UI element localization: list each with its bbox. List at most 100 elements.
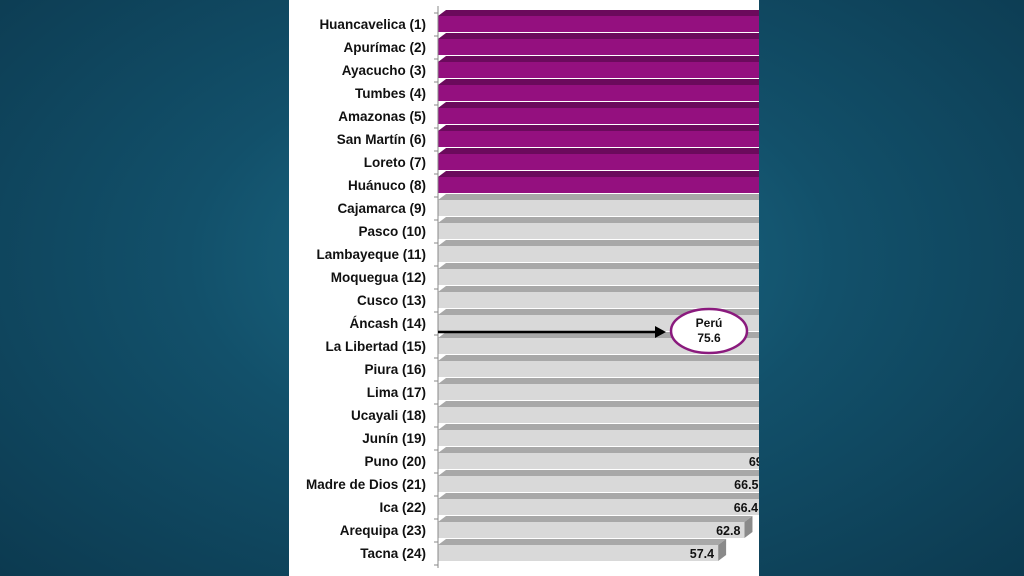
bar-top-face <box>438 10 759 16</box>
bars <box>438 10 759 561</box>
value-labels: 94.391.088.886.786.785.283.482.582.282.1… <box>690 455 759 561</box>
bar <box>438 79 759 101</box>
bar <box>438 171 759 193</box>
category-label: Loreto (7) <box>364 155 426 170</box>
bar <box>438 516 753 538</box>
category-label: Huancavelica (1) <box>319 17 426 32</box>
reference-marker: Perú 75.6 <box>438 307 749 355</box>
bar-top-face <box>438 401 759 407</box>
bar-top-face <box>438 33 759 39</box>
category-label: Tumbes (4) <box>355 86 426 101</box>
category-label: Ica (22) <box>379 500 426 515</box>
category-label: La Libertad (15) <box>325 339 426 354</box>
value-label: 66.5 <box>734 478 758 492</box>
bar-top-face <box>438 102 759 108</box>
bar-front-face <box>438 223 759 239</box>
bar-front-face <box>438 292 759 308</box>
category-label: Áncash (14) <box>349 316 426 331</box>
axis <box>434 6 439 568</box>
category-label: Moquegua (12) <box>331 270 426 285</box>
bar-top-face <box>438 148 759 154</box>
category-labels: Huancavelica (1) Apurímac (2) Ayacucho (3)… <box>306 17 426 561</box>
bar-front-face <box>438 200 759 216</box>
bar-front-face <box>438 108 759 124</box>
bar-front-face <box>438 177 759 193</box>
bar-top-face <box>438 217 759 223</box>
bar <box>438 56 759 78</box>
category-label: Amazonas (5) <box>338 109 426 124</box>
bar-front-face <box>438 545 719 561</box>
bar-top-face <box>438 125 759 131</box>
bar-front-face <box>438 39 759 55</box>
reference-value: 75.6 <box>697 331 721 345</box>
bar <box>438 286 759 308</box>
category-label: Pasco (10) <box>358 224 426 239</box>
reference-label: Perú 75.6 <box>696 316 723 345</box>
category-label: Ucayali (18) <box>351 408 426 423</box>
bar-top-face <box>438 355 759 361</box>
category-label: Lima (17) <box>367 385 426 400</box>
bar <box>438 194 759 216</box>
bar <box>438 470 759 492</box>
category-label: Piura (16) <box>364 362 426 377</box>
category-label: Junín (19) <box>362 431 426 446</box>
bar <box>438 102 759 124</box>
bar-top-face <box>438 286 759 292</box>
bar <box>438 424 759 446</box>
bar <box>438 10 759 32</box>
category-label: Apurímac (2) <box>343 40 426 55</box>
reference-arrow-head <box>655 326 666 338</box>
category-label: Huánuco (8) <box>348 178 426 193</box>
bar-front-face <box>438 154 759 170</box>
bar-front-face <box>438 269 759 285</box>
bar-top-face <box>438 240 759 246</box>
reference-name: Perú <box>696 316 723 330</box>
bar <box>438 401 759 423</box>
bar-chart: Huancavelica (1) Apurímac (2) Ayacucho (3)… <box>306 6 759 568</box>
bar <box>438 263 759 285</box>
bar-side-face <box>718 539 727 561</box>
bar-front-face <box>438 430 759 446</box>
bar <box>438 447 759 469</box>
category-label: San Martín (6) <box>337 132 426 147</box>
bar <box>438 493 759 515</box>
reference-ellipse <box>669 307 749 355</box>
bar <box>438 125 759 147</box>
bar <box>438 355 759 377</box>
bar-top-face <box>438 378 759 384</box>
category-label: Tacna (24) <box>360 546 426 561</box>
bar-top-face <box>438 516 753 522</box>
bar-top-face <box>438 56 759 62</box>
category-label: Cajamarca (9) <box>337 201 426 216</box>
bar-top-face <box>438 470 759 476</box>
value-label: 57.4 <box>690 547 714 561</box>
bar <box>438 217 759 239</box>
bar-front-face <box>438 85 759 101</box>
category-label: Arequipa (23) <box>340 523 426 538</box>
bar-top-face <box>438 79 759 85</box>
bar-front-face <box>438 499 759 515</box>
bar-front-face <box>438 361 759 377</box>
category-label: Puno (20) <box>364 454 426 469</box>
bar-top-face <box>438 447 759 453</box>
bar-front-face <box>438 476 759 492</box>
bar-top-face <box>438 424 759 430</box>
category-label: Lambayeque (11) <box>316 247 426 262</box>
bar-front-face <box>438 246 759 262</box>
bar <box>438 33 759 55</box>
category-label: Madre de Dios (21) <box>306 477 426 492</box>
bar-front-face <box>438 131 759 147</box>
bar-side-face <box>744 516 753 538</box>
bar <box>438 148 759 170</box>
value-label: 66.4 <box>734 501 758 515</box>
category-label: Ayacucho (3) <box>342 63 426 78</box>
bar-top-face <box>438 493 759 499</box>
bar <box>438 539 727 561</box>
bar-top-face <box>438 171 759 177</box>
bar-front-face <box>438 62 759 78</box>
category-label: Cusco (13) <box>357 293 426 308</box>
bar-top-face <box>438 194 759 200</box>
chart-panel: Huancavelica (1) Apurímac (2) Ayacucho (3)… <box>289 0 759 576</box>
bar-front-face <box>438 407 759 423</box>
bar-top-face <box>438 309 759 315</box>
